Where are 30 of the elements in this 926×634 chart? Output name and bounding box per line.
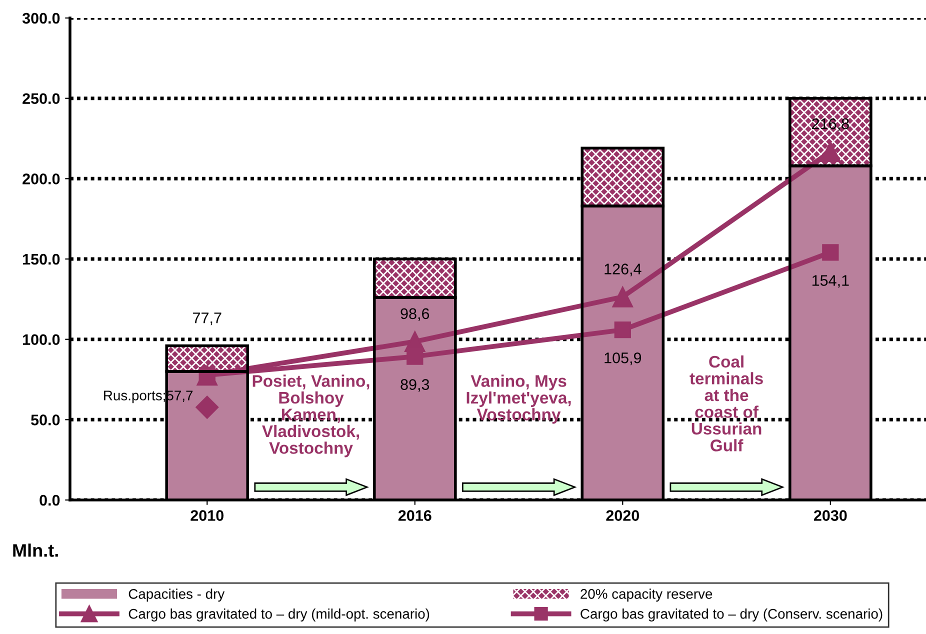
annotation: Vanino, Mys Izyl'met'yeva, Vostochny (466, 374, 571, 424)
data-label: 154,1 (812, 275, 849, 288)
y-tick-label: 50.0 (31, 414, 60, 426)
point (820, 141, 841, 162)
point (612, 286, 634, 308)
x-tick-label: 2020 (606, 510, 640, 521)
y-tick-label: 100.0 (23, 334, 60, 346)
data-label: 98,6 (400, 308, 430, 321)
point (822, 244, 839, 261)
point (196, 396, 219, 419)
y-tick-label: 150.0 (23, 254, 60, 265)
annotation: Posiet, Vanino, Bolshoy Kamen, Vladivostok, Vostochny (252, 374, 370, 458)
x-tick-label: 2030 (814, 510, 847, 521)
x-tick-label: 2010 (190, 510, 224, 521)
point (614, 322, 631, 338)
legend-label: 20% capacity reserve (580, 588, 712, 602)
data-label: 89,3 (400, 379, 430, 392)
y-tick-label: 250.0 (22, 93, 60, 104)
y-tick-label: 0.0 (40, 494, 60, 506)
x-tick-label: 2016 (398, 510, 432, 521)
y-tick-label: 300.0 (22, 12, 60, 24)
y-axis-title: Mln.t. (13, 544, 58, 557)
annotation: Coal terminals at the coast of Ussurian Gulf (690, 355, 763, 452)
legend-label: Cargo bas gravitated to – dry (mild-opt. scenario) (128, 608, 430, 622)
data-label: 105,9 (604, 352, 642, 366)
y-tick-label: 200.0 (22, 174, 60, 184)
data-label: 126,4 (604, 264, 642, 276)
legend-label: Capacities - dry (128, 588, 225, 602)
data-label: 77,7 (193, 312, 222, 326)
legend-label: Cargo bas gravitated to – dry (Conserv. scenario) (580, 608, 882, 622)
